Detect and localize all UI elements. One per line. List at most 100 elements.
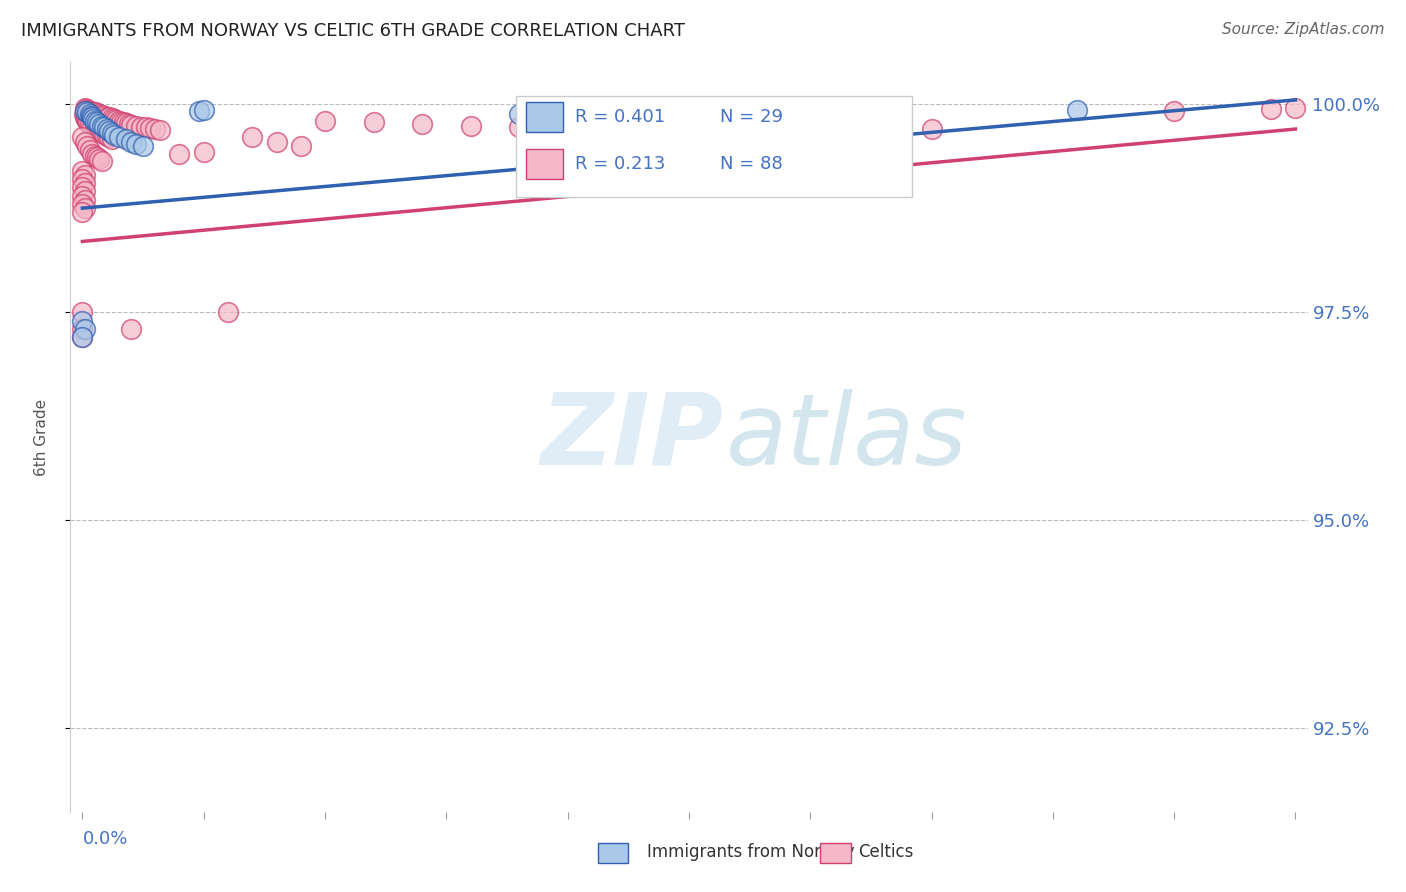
Point	[217, 305, 239, 319]
Point	[125, 136, 148, 151]
Point	[83, 120, 105, 135]
Point	[100, 126, 122, 140]
Point	[921, 122, 943, 136]
Text: ZIP: ZIP	[540, 389, 724, 485]
Point	[100, 112, 122, 126]
Point	[76, 138, 98, 153]
Point	[290, 138, 312, 153]
Point	[125, 119, 148, 133]
Point	[77, 103, 100, 117]
Point	[96, 110, 118, 124]
Point	[266, 135, 288, 149]
Point	[72, 188, 94, 202]
Point	[93, 127, 115, 141]
Point	[72, 322, 94, 336]
Point	[90, 119, 112, 133]
Point	[73, 201, 96, 215]
Point	[1066, 103, 1088, 117]
Text: Source: ZipAtlas.com: Source: ZipAtlas.com	[1222, 22, 1385, 37]
Point	[110, 114, 132, 128]
Point	[82, 104, 104, 119]
Point	[79, 143, 101, 157]
Text: IMMIGRANTS FROM NORWAY VS CELTIC 6TH GRADE CORRELATION CHART: IMMIGRANTS FROM NORWAY VS CELTIC 6TH GRA…	[21, 22, 685, 40]
Point	[108, 113, 131, 128]
Point	[240, 130, 263, 145]
Point	[82, 147, 104, 161]
Point	[72, 130, 94, 145]
Point	[120, 322, 142, 336]
Point	[77, 115, 100, 129]
Point	[134, 120, 156, 135]
Point	[96, 128, 118, 143]
Point	[86, 115, 108, 129]
Point	[76, 105, 98, 120]
Text: Immigrants from Norway: Immigrants from Norway	[647, 843, 855, 861]
Point	[132, 138, 155, 153]
Point	[79, 117, 101, 131]
Point	[73, 185, 96, 199]
Point	[72, 172, 94, 186]
Point	[169, 147, 191, 161]
Text: R = 0.213: R = 0.213	[575, 154, 665, 172]
Point	[72, 180, 94, 194]
Text: atlas: atlas	[725, 389, 967, 485]
Point	[86, 150, 108, 164]
Point	[76, 103, 98, 117]
Point	[90, 125, 112, 139]
Point	[112, 115, 135, 129]
Point	[193, 103, 215, 117]
Point	[83, 113, 105, 128]
Text: 0.0%: 0.0%	[83, 830, 128, 848]
Point	[82, 112, 104, 126]
Text: R = 0.401: R = 0.401	[575, 108, 665, 126]
Point	[73, 322, 96, 336]
Point	[678, 124, 700, 138]
Point	[139, 121, 162, 136]
Point	[120, 135, 142, 149]
Point	[72, 305, 94, 319]
Point	[149, 123, 172, 137]
Point	[73, 193, 96, 207]
Point	[93, 109, 115, 123]
Point	[90, 108, 112, 122]
Point	[103, 112, 125, 126]
Point	[79, 103, 101, 118]
Point	[103, 128, 125, 142]
Point	[1260, 102, 1282, 116]
Point	[193, 145, 215, 160]
Point	[100, 132, 122, 146]
Point	[89, 124, 111, 138]
Point	[117, 117, 139, 131]
Text: N = 88: N = 88	[720, 154, 783, 172]
Point	[98, 124, 121, 138]
Point	[73, 168, 96, 182]
Point	[314, 113, 336, 128]
Point	[143, 122, 166, 136]
Point	[98, 111, 121, 125]
Point	[86, 106, 108, 120]
Point	[72, 107, 94, 121]
Point	[72, 313, 94, 327]
Point	[82, 111, 104, 125]
FancyBboxPatch shape	[526, 149, 562, 178]
Point	[72, 163, 94, 178]
Point	[80, 104, 103, 119]
Point	[108, 130, 131, 145]
Point	[678, 105, 700, 120]
Point	[90, 153, 112, 168]
Point	[73, 110, 96, 124]
Point	[72, 197, 94, 211]
Point	[75, 112, 97, 126]
Point	[83, 105, 105, 120]
Point	[120, 118, 142, 132]
Point	[187, 103, 209, 118]
Point	[86, 122, 108, 136]
Point	[96, 122, 118, 136]
Point	[98, 130, 121, 145]
Point	[89, 117, 111, 131]
Point	[73, 176, 96, 190]
Point	[363, 115, 385, 129]
Point	[89, 152, 111, 166]
Point	[508, 120, 530, 135]
Point	[115, 132, 138, 146]
